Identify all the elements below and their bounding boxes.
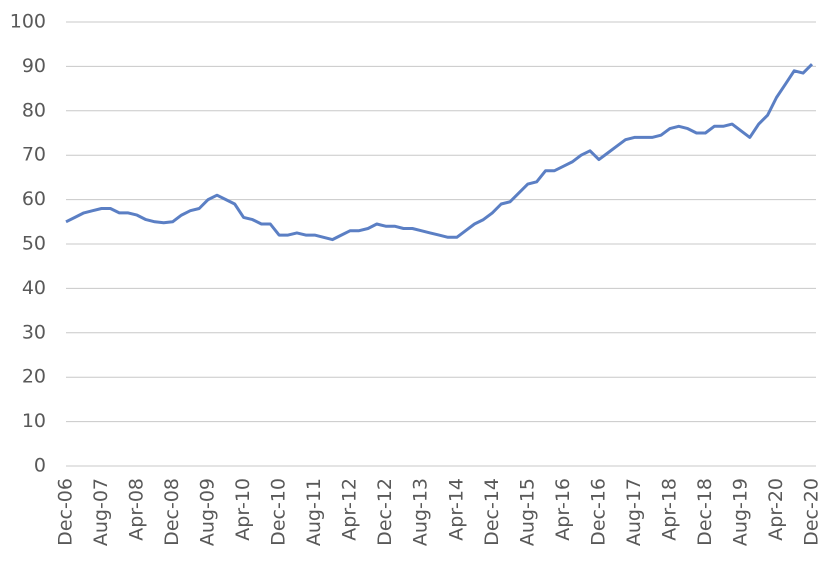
x-tick-label: Apr-08 — [126, 478, 148, 541]
y-tick-label: 90 — [22, 55, 46, 77]
y-tick-label: 20 — [22, 366, 46, 388]
x-tick-label: Aug-15 — [516, 478, 538, 546]
x-tick-label: Aug-19 — [729, 478, 751, 546]
x-tick-label: Apr-18 — [658, 478, 680, 541]
y-tick-label: 40 — [22, 277, 46, 299]
x-tick-label: Dec-16 — [587, 478, 609, 546]
x-tick-label: Apr-20 — [765, 478, 787, 541]
y-tick-label: 50 — [22, 233, 46, 255]
x-tick-label: Dec-12 — [374, 478, 396, 546]
y-tick-label: 10 — [22, 410, 46, 432]
x-tick-label: Dec-14 — [481, 478, 503, 546]
x-tick-label: Apr-12 — [339, 478, 361, 541]
x-tick-label: Aug-09 — [197, 478, 219, 546]
data-line — [65, 63, 814, 242]
x-tick-label: Aug-11 — [303, 478, 325, 546]
x-tick-label: Dec-08 — [161, 478, 183, 546]
y-tick-label: 80 — [22, 99, 46, 121]
x-tick-label: Aug-13 — [410, 478, 432, 546]
y-tick-label: 100 — [10, 11, 46, 33]
y-tick-label: 70 — [22, 144, 46, 166]
x-tick-label: Aug-17 — [623, 478, 645, 546]
x-tick-label: Apr-16 — [552, 478, 574, 541]
x-tick-label: Apr-14 — [445, 478, 467, 541]
x-tick-label: Apr-10 — [232, 478, 254, 541]
x-tick-label: Dec-06 — [55, 478, 77, 546]
y-tick-label: 60 — [22, 188, 46, 210]
x-tick-label: Dec-20 — [801, 478, 823, 546]
x-tick-label: Dec-10 — [268, 478, 290, 546]
y-tick-label: 30 — [22, 321, 46, 343]
y-tick-label: 0 — [34, 455, 46, 477]
x-tick-label: Dec-18 — [694, 478, 716, 546]
x-tick-label: Aug-07 — [90, 478, 112, 546]
